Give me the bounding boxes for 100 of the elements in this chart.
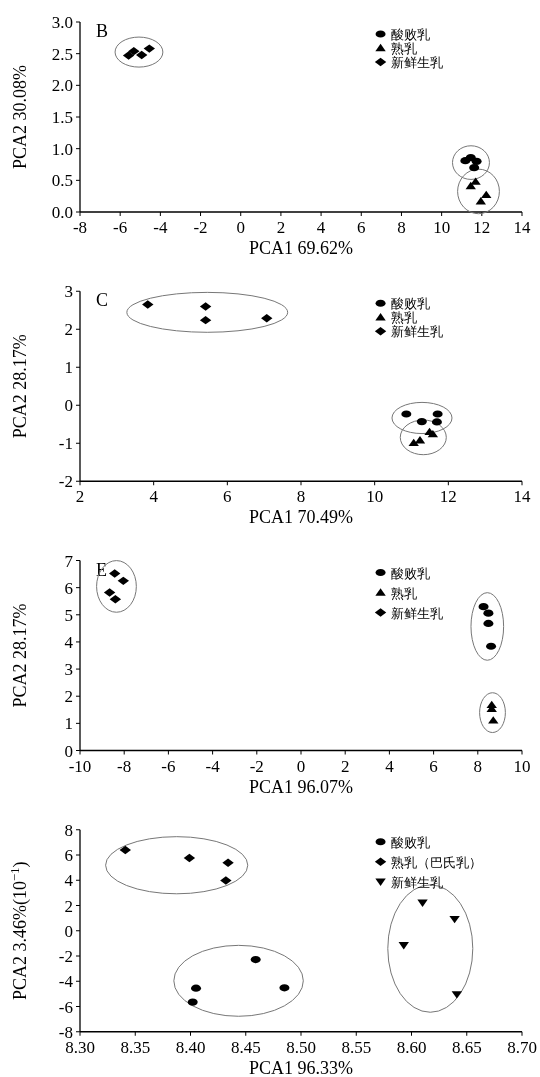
x-tick-label: 8.60 [396, 1037, 427, 1057]
x-tick-label: -6 [113, 218, 128, 237]
y-tick-label: 0.5 [51, 171, 73, 191]
legend-label: 熟乳 [390, 585, 417, 601]
x-tick-label: 4 [316, 218, 326, 237]
legend-label: 新鲜生乳 [390, 605, 443, 621]
x-tick-label: -6 [161, 756, 176, 776]
legend-item: 酸败乳 [375, 834, 430, 850]
y-tick-label: -2 [58, 947, 73, 966]
x-axis-title: PCA1 69.62% [248, 238, 354, 258]
legend-item: 熟乳 [375, 310, 417, 326]
point [128, 46, 140, 56]
legend-label: 熟乳 [390, 310, 417, 326]
y-tick-label: 1 [64, 714, 73, 734]
annotation: B [96, 21, 109, 41]
y-tick-label: 1 [64, 358, 73, 378]
x-tick-label: 2 [276, 218, 286, 237]
x-tick-label: -2 [193, 218, 208, 237]
y-tick-label: 6 [64, 846, 73, 865]
y-tick-label: -4 [58, 972, 74, 992]
x-tick-label: 8 [296, 487, 306, 507]
y-tick-label: 6 [64, 578, 73, 598]
point [483, 619, 494, 628]
y-tick-label: -2 [58, 472, 73, 492]
x-tick-label: 6 [429, 756, 438, 776]
point [432, 410, 443, 418]
x-tick-label: 8 [397, 218, 406, 237]
point [416, 417, 427, 426]
point [222, 858, 234, 867]
x-tick-label: 8.40 [175, 1037, 206, 1057]
x-tick-label: 12 [439, 487, 457, 507]
y-axis-title: PCA2 28.17% [10, 603, 30, 708]
y-tick-label: 2.5 [51, 44, 73, 64]
point [261, 314, 273, 323]
point [483, 609, 494, 617]
x-tick-label: 0 [296, 756, 306, 776]
legend-item: 酸败乳 [375, 296, 430, 312]
x-tick-label: -4 [153, 218, 168, 237]
y-tick-label: -6 [58, 997, 73, 1017]
y-tick-label: 3 [64, 282, 73, 302]
x-tick-label: -4 [205, 756, 221, 776]
legend-item: 酸败乳 [375, 27, 430, 42]
point [199, 315, 212, 325]
y-axis-title: PCA2 28.17% [10, 334, 30, 439]
legend-label: 新鲜生乳 [390, 55, 443, 70]
x-tick-label: 4 [385, 756, 395, 776]
y-tick-label: -1 [58, 434, 73, 454]
point [431, 418, 442, 426]
point [117, 576, 130, 586]
y-tick-label: 0 [64, 396, 73, 416]
legend-item: 新鲜生乳 [375, 874, 443, 890]
legend-item: 新鲜生乳 [374, 55, 443, 70]
y-tick-label: 7 [64, 551, 74, 571]
point [279, 984, 290, 992]
legend-label: 酸败乳 [390, 834, 430, 850]
y-tick-label: 4 [64, 871, 74, 891]
legend-item: 新鲜生乳 [374, 605, 443, 621]
point [449, 915, 460, 924]
point [470, 177, 481, 185]
x-tick-label: 6 [357, 218, 366, 237]
point [109, 569, 121, 578]
point [478, 603, 489, 611]
x-tick-label: -2 [249, 756, 264, 776]
x-tick-label: 14 [513, 487, 531, 507]
y-tick-label: 2 [64, 896, 73, 916]
y-tick-label: 4 [64, 632, 74, 652]
x-tick-label: 10 [513, 756, 531, 776]
x-tick-label: 8.70 [507, 1037, 537, 1057]
x-tick-label: 8.45 [230, 1037, 261, 1057]
x-tick-label: 6 [223, 487, 232, 507]
x-tick-label: 2 [340, 756, 350, 776]
y-tick-label: 2.0 [51, 76, 73, 96]
legend-label: 酸败乳 [390, 565, 430, 581]
x-axis-title: PCA1 96.33% [248, 1057, 354, 1077]
y-tick-label: 1.5 [51, 108, 73, 127]
point [488, 716, 499, 724]
y-tick-label: 8 [64, 820, 73, 840]
point [187, 998, 198, 1006]
x-axis-title: PCA1 96.07% [248, 776, 354, 797]
legend-label: 酸败乳 [390, 27, 430, 42]
x-tick-label: 8.35 [120, 1037, 151, 1057]
x-tick-label: 10 [366, 487, 384, 507]
legend-item: 酸败乳 [375, 565, 430, 581]
legend-item: 熟乳（巴氏乳） [374, 854, 482, 870]
y-tick-label: 1.0 [51, 139, 73, 159]
y-tick-label: 5 [64, 605, 73, 625]
x-tick-label: 0 [236, 218, 245, 237]
legend-label: 新鲜生乳 [390, 324, 443, 340]
x-tick-label: 4 [149, 487, 159, 507]
y-tick-label: 2 [64, 687, 73, 707]
point [142, 300, 154, 309]
legend-label: 酸败乳 [390, 296, 430, 312]
x-tick-label: 8.50 [286, 1037, 316, 1057]
x-tick-label: 10 [433, 218, 451, 237]
point [486, 642, 497, 650]
legend-label: 熟乳 [390, 41, 417, 56]
point [119, 845, 131, 855]
x-tick-label: 8.55 [341, 1037, 372, 1057]
x-tick-label: 14 [513, 218, 531, 237]
annotation: E [96, 559, 107, 580]
